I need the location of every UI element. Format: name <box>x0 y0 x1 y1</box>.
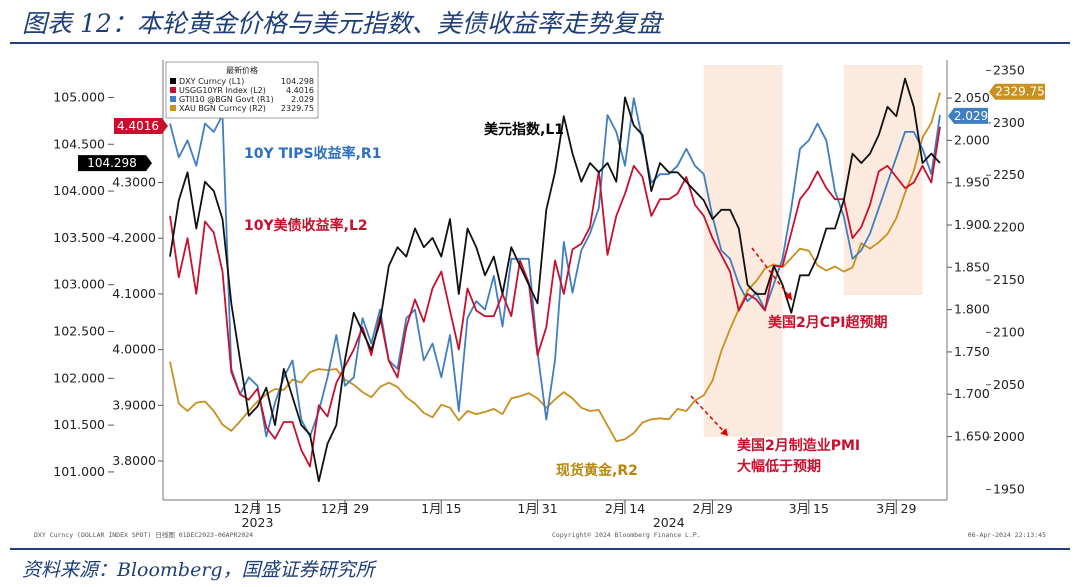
x-tick-label: 2月 29 <box>692 501 732 516</box>
x-tick-label: 1月 31 <box>517 501 557 516</box>
r1-tick-label: 2.000 <box>954 132 990 147</box>
legend-value: 2.029 <box>291 95 314 104</box>
tag-shape <box>948 107 988 124</box>
source-rule <box>10 548 1070 550</box>
legend: 最新价格 DXY Curncy (L1) 104.298 USGG10YR In… <box>165 61 319 119</box>
tag-shape <box>989 83 1045 100</box>
l1-tick-label: 101.500 <box>53 417 105 432</box>
annotation-cpi: 美国2月CPI超预期 <box>768 314 888 331</box>
r2-tick-label: 2200 <box>993 220 1025 235</box>
l1-tick-label: 101.000 <box>53 464 105 479</box>
r2-tick-label: 2300 <box>993 115 1025 130</box>
legend-entry: USGG10YR Index (L2) 4.4016 <box>170 86 314 95</box>
tag-label: 2.029 <box>954 109 988 123</box>
legend-entry: DXY Curncy (L1) 104.298 <box>170 77 314 86</box>
legend-value: 104.298 <box>281 77 314 86</box>
x-tick-label: 3月 29 <box>876 501 916 516</box>
r1-tick-label: 1.950 <box>954 175 990 190</box>
footer-center: Copyright© 2024 Bloomberg Finance L.P. <box>552 531 701 539</box>
legend-value: 2329.75 <box>281 104 314 113</box>
tag-label: 104.298 <box>87 156 137 170</box>
r2-tick-label: 2250 <box>993 167 1025 182</box>
l2-tick-label: 4.0000 <box>112 342 156 357</box>
chart: 101.000 101.500 102.000 102.500 103.000 103.5… <box>34 60 1046 539</box>
footer-left: DXY Curncy (DOLLAR INDEX SPOT) 日线图 01DEC… <box>34 530 253 539</box>
l2-tick-label: 4.3000 <box>112 175 156 190</box>
tag-shape <box>78 155 152 172</box>
title-rule <box>10 42 1070 44</box>
last-value-tag: 104.298 <box>78 155 152 172</box>
last-value-tag: 2329.75 <box>989 83 1045 100</box>
annotation-gold: 现货黄金,R2 <box>556 462 638 479</box>
legend-label: DXY Curncy (L1) <box>179 77 244 86</box>
annotation-arrows <box>690 247 793 437</box>
annotation-pmi-line1: 美国2月制造业PMI <box>737 437 860 454</box>
l2-tick-label: 3.8000 <box>112 453 156 468</box>
legend-label: XAU BGN Curncy (R2) <box>179 104 266 113</box>
r1-tick-label: 1.850 <box>954 259 990 274</box>
annotation-pmi-line2: 大幅低于预期 <box>737 458 821 475</box>
r2-tick-label: 2000 <box>993 429 1025 444</box>
last-value-tag: 2.029 <box>948 107 988 124</box>
x-year-label: 2024 <box>653 515 685 530</box>
series-line <box>169 92 941 443</box>
last-value-tag: 4.4016 <box>114 117 168 134</box>
page-title: 图表 12：本轮黄金价格与美元指数、美债收益率走势复盘 <box>22 9 662 38</box>
tag-label: 4.4016 <box>117 119 159 133</box>
annotation-arrowhead <box>784 292 792 300</box>
l1-tick-label: 104.500 <box>53 136 105 151</box>
r1-tick-label: 1.650 <box>954 429 990 444</box>
series-line <box>169 77 941 483</box>
legend-value: 4.4016 <box>286 86 314 95</box>
x-tick-label: 3月 15 <box>789 501 829 516</box>
l1-tick-label: 102.000 <box>53 370 105 385</box>
l1-tick-label: 103.500 <box>53 230 105 245</box>
l1-tick-label: 103.000 <box>53 277 105 292</box>
annotation-arrow <box>690 395 729 437</box>
axes: 101.000 101.500 102.000 102.500 103.000 103.5… <box>53 60 1045 530</box>
x-tick-label: 1月 15 <box>421 501 461 516</box>
r2-tick-label: 1950 <box>993 482 1025 497</box>
l1-tick-label: 102.500 <box>53 323 105 338</box>
x-tick-label: 12月 15 <box>233 501 281 516</box>
x-tick-label: 2月 14 <box>605 501 645 516</box>
r2-tick-label: 2100 <box>993 324 1025 339</box>
l2-tick-label: 3.9000 <box>112 397 156 412</box>
annotation-us10y: 10Y美债收益率,L2 <box>244 217 368 234</box>
r2-tick-label: 2350 <box>993 62 1025 77</box>
legend-title: 最新价格 <box>226 65 258 75</box>
x-year-label: 2023 <box>242 515 274 530</box>
annotation-arrow <box>751 247 793 301</box>
l2-tick-label: 4.2000 <box>112 230 156 245</box>
series-lines <box>169 77 941 483</box>
r1-tick-label: 1.750 <box>954 344 990 359</box>
r1-tick-label: 1.900 <box>954 217 990 232</box>
r1-tick-label: 1.700 <box>954 386 990 401</box>
r1-tick-label: 1.800 <box>954 302 990 317</box>
annotation-arrowhead <box>720 428 728 436</box>
r2-tick-label: 2050 <box>993 377 1025 392</box>
footer-right: 06-Apr-2024 22:13:45 <box>968 531 1046 539</box>
legend-label: USGG10YR Index (L2) <box>179 86 266 95</box>
series-line <box>169 97 941 438</box>
legend-entry: XAU BGN Curncy (R2) 2329.75 <box>170 104 314 113</box>
r1-tick-label: 2.050 <box>954 90 990 105</box>
l1-tick-label: 104.000 <box>53 183 105 198</box>
source-note: 资料来源：Bloomberg，国盛证券研究所 <box>22 559 375 581</box>
annotation-dxy: 美元指数,L1 <box>484 121 564 138</box>
r2-tick-label: 2150 <box>993 272 1025 287</box>
x-tick-label: 12月 29 <box>321 501 369 516</box>
legend-entry: GTII10 @BGN Govt (R1) 2.029 <box>170 95 314 104</box>
legend-label: GTII10 @BGN Govt (R1) <box>179 95 274 104</box>
l1-tick-label: 105.000 <box>53 89 105 104</box>
series-line <box>169 126 941 468</box>
l2-tick-label: 4.1000 <box>112 286 156 301</box>
tag-label: 2329.75 <box>995 85 1045 99</box>
tag-shape <box>114 117 168 134</box>
highlight-regions <box>703 65 923 437</box>
annotation-tips: 10Y TIPS收益率,R1 <box>244 145 381 162</box>
